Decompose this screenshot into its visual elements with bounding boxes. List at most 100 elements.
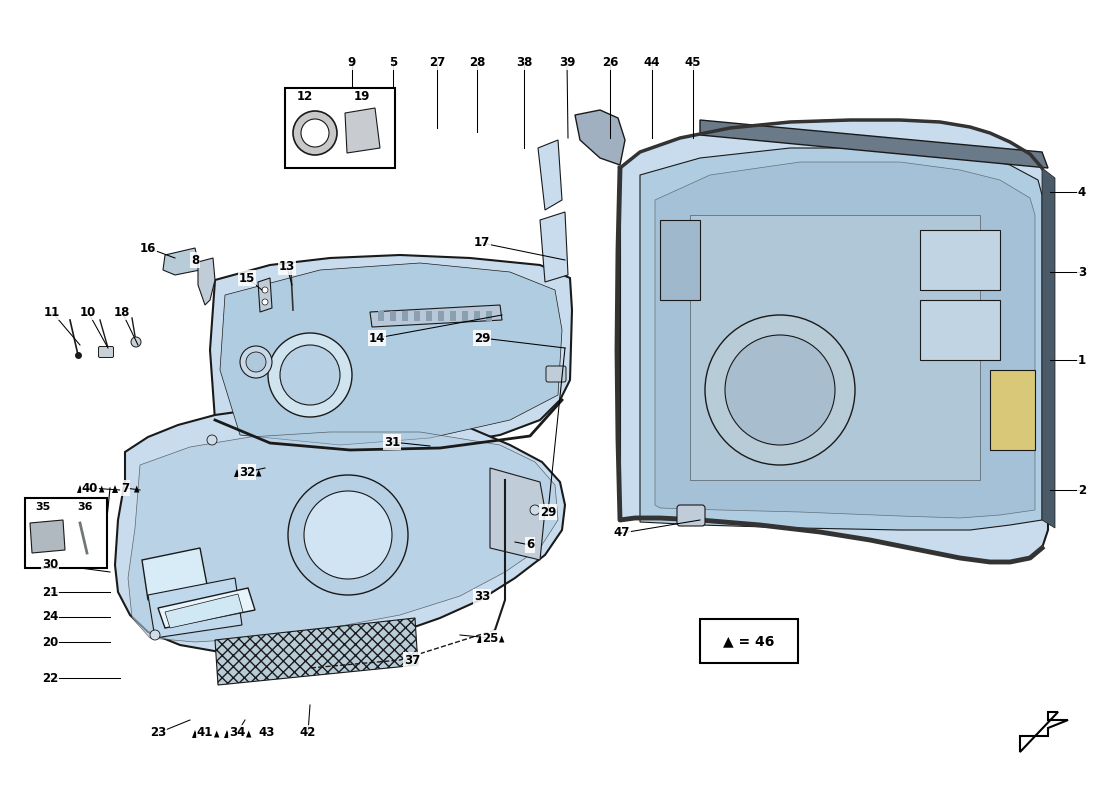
Polygon shape xyxy=(1042,168,1055,528)
Polygon shape xyxy=(134,486,140,493)
Circle shape xyxy=(530,505,540,515)
Text: ▲ = 46: ▲ = 46 xyxy=(724,634,774,648)
Polygon shape xyxy=(990,370,1035,450)
Polygon shape xyxy=(158,588,255,628)
Polygon shape xyxy=(499,635,505,642)
Bar xyxy=(285,88,395,168)
Polygon shape xyxy=(224,730,230,738)
FancyBboxPatch shape xyxy=(99,346,113,358)
Circle shape xyxy=(207,435,217,445)
Polygon shape xyxy=(538,140,562,210)
Circle shape xyxy=(288,475,408,595)
Circle shape xyxy=(725,335,835,445)
Text: 36: 36 xyxy=(77,502,92,512)
Text: 6: 6 xyxy=(526,538,535,551)
Text: 4: 4 xyxy=(1078,186,1086,198)
Polygon shape xyxy=(345,108,379,153)
Text: 24: 24 xyxy=(42,610,58,623)
Text: 15: 15 xyxy=(239,271,255,285)
Bar xyxy=(462,311,468,321)
Bar xyxy=(426,311,432,321)
Circle shape xyxy=(262,299,268,305)
Text: 13: 13 xyxy=(279,261,295,274)
Polygon shape xyxy=(575,110,625,165)
Polygon shape xyxy=(214,618,418,685)
Text: 20: 20 xyxy=(42,635,58,649)
Polygon shape xyxy=(690,215,980,480)
Polygon shape xyxy=(30,520,65,553)
Text: 30: 30 xyxy=(42,558,58,570)
FancyBboxPatch shape xyxy=(546,366,566,382)
Polygon shape xyxy=(148,578,242,638)
Text: 25: 25 xyxy=(482,631,498,645)
Bar xyxy=(390,311,396,321)
Text: 39: 39 xyxy=(559,55,575,69)
Polygon shape xyxy=(163,248,200,275)
Circle shape xyxy=(150,630,160,640)
Text: 19: 19 xyxy=(354,90,371,103)
Circle shape xyxy=(262,287,268,293)
Polygon shape xyxy=(660,220,700,300)
Text: 40: 40 xyxy=(81,482,98,494)
Polygon shape xyxy=(214,730,219,738)
Polygon shape xyxy=(128,432,558,642)
Text: 28: 28 xyxy=(469,55,485,69)
Text: 44: 44 xyxy=(644,55,660,69)
Bar xyxy=(486,311,492,321)
Circle shape xyxy=(705,315,855,465)
Text: 1: 1 xyxy=(1078,354,1086,366)
Polygon shape xyxy=(256,470,262,477)
Bar xyxy=(414,311,420,321)
Bar xyxy=(378,311,384,321)
Text: 23: 23 xyxy=(150,726,166,739)
Text: 11: 11 xyxy=(44,306,60,318)
Polygon shape xyxy=(920,230,1000,290)
FancyBboxPatch shape xyxy=(676,505,705,526)
Bar xyxy=(402,311,408,321)
Polygon shape xyxy=(112,485,118,493)
Bar xyxy=(474,311,480,321)
FancyBboxPatch shape xyxy=(700,619,798,663)
Polygon shape xyxy=(490,468,544,560)
Polygon shape xyxy=(1020,712,1068,752)
Polygon shape xyxy=(165,594,243,628)
Text: 14: 14 xyxy=(368,331,385,345)
Polygon shape xyxy=(220,263,562,445)
Text: 45: 45 xyxy=(684,55,702,69)
Polygon shape xyxy=(234,469,240,477)
Text: 5: 5 xyxy=(389,55,397,69)
Text: 21: 21 xyxy=(42,586,58,598)
Text: 3: 3 xyxy=(1078,266,1086,278)
Text: 35: 35 xyxy=(35,502,51,512)
Polygon shape xyxy=(210,255,572,450)
Polygon shape xyxy=(198,258,214,305)
Text: 9: 9 xyxy=(348,55,356,69)
Polygon shape xyxy=(640,148,1042,530)
Text: 7: 7 xyxy=(121,482,129,494)
Circle shape xyxy=(293,111,337,155)
Text: 47: 47 xyxy=(614,526,630,539)
Text: parts.shop: parts.shop xyxy=(690,467,790,533)
Polygon shape xyxy=(246,730,252,738)
Text: 17: 17 xyxy=(474,237,491,250)
Text: epartsshop: epartsshop xyxy=(735,322,945,458)
Text: 10: 10 xyxy=(80,306,96,318)
Text: 34: 34 xyxy=(229,726,245,739)
Circle shape xyxy=(240,346,272,378)
Circle shape xyxy=(246,352,266,372)
Text: 18: 18 xyxy=(113,306,130,318)
Circle shape xyxy=(301,119,329,147)
Polygon shape xyxy=(258,278,272,312)
Bar xyxy=(450,311,456,321)
Text: 8: 8 xyxy=(191,254,199,266)
Polygon shape xyxy=(540,212,568,282)
Text: 37: 37 xyxy=(404,654,420,666)
Text: 41: 41 xyxy=(197,726,213,739)
Polygon shape xyxy=(700,120,1048,168)
Polygon shape xyxy=(77,485,82,493)
Text: 26: 26 xyxy=(602,55,618,69)
Text: 2: 2 xyxy=(1078,483,1086,497)
Polygon shape xyxy=(142,548,208,600)
Circle shape xyxy=(131,337,141,347)
Text: 33: 33 xyxy=(474,590,491,603)
